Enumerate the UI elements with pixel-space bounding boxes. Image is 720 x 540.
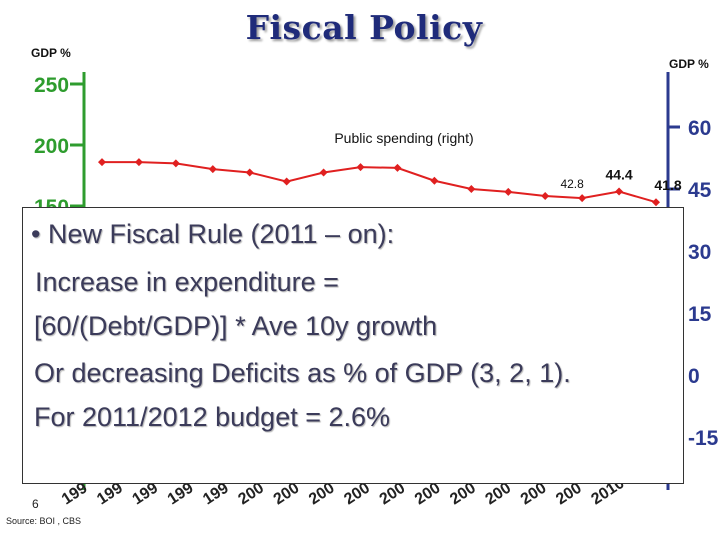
data-label: 42.8 xyxy=(560,177,584,191)
page-number: 6 xyxy=(32,497,39,511)
right-tick-label: 0 xyxy=(688,365,700,388)
data-label: 41.8 xyxy=(654,177,681,193)
slide-title: Fiscal Policy xyxy=(245,8,483,47)
right-tick-label: 30 xyxy=(688,241,711,264)
data-point xyxy=(319,168,328,177)
data-point xyxy=(393,163,402,172)
data-point xyxy=(652,198,660,207)
source-note: Source: BOI , CBS xyxy=(6,516,82,526)
series-label: Public spending (right) xyxy=(334,130,473,146)
data-label: 44.4 xyxy=(605,166,632,182)
right-axis-label: GDP % xyxy=(669,57,709,71)
right-tick-label: -15 xyxy=(688,427,719,450)
bullet-line-2: Increase in expenditure = xyxy=(35,267,339,297)
left-axis-label: GDP % xyxy=(31,46,71,60)
data-point xyxy=(208,165,217,174)
data-point xyxy=(245,168,254,177)
data-point xyxy=(615,187,624,196)
bullet-line-5: For 2011/2012 budget = 2.6% xyxy=(34,402,391,432)
bullet-line-1: • New Fiscal Rule (2011 – on): xyxy=(31,219,395,249)
data-point xyxy=(171,159,180,168)
right-tick-label: 45 xyxy=(688,179,712,202)
bullet-line-3: [60/(Debt/GDP)] * Ave 10y growth xyxy=(34,311,438,341)
data-point xyxy=(282,177,291,186)
data-point xyxy=(134,158,143,167)
data-point xyxy=(356,163,365,172)
series-line xyxy=(102,161,657,204)
right-tick-label: 15 xyxy=(688,303,712,326)
data-point xyxy=(98,158,106,167)
data-point xyxy=(578,194,587,203)
data-point xyxy=(504,187,513,196)
left-tick-label: 250 xyxy=(34,74,69,97)
right-tick-label: 60 xyxy=(688,117,711,140)
data-point xyxy=(541,192,550,201)
left-tick-label: 200 xyxy=(34,135,69,158)
rule-textbox: • New Fiscal Rule (2011 – on): Increase … xyxy=(22,207,684,484)
data-point xyxy=(467,185,476,193)
data-point xyxy=(430,176,439,185)
bullet-line-4: Or decreasing Deficits as % of GDP (3, 2… xyxy=(34,358,571,388)
